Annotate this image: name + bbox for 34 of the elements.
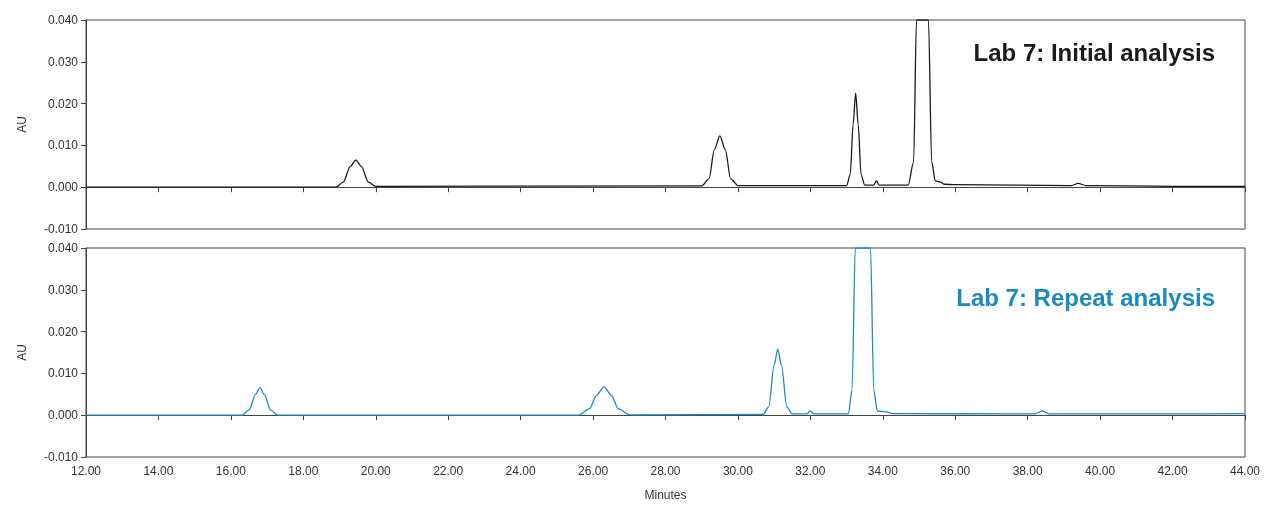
text: Lab 7: Initial analysis: [973, 38, 1215, 66]
text: Lab 7: Repeat analysis: [956, 283, 1216, 311]
x-tick-label: 34.00: [867, 464, 899, 478]
x-tick-label: 24.00: [505, 464, 536, 478]
x-tick-label: 18.00: [288, 464, 319, 478]
y-tick-label: 0.010: [47, 138, 79, 153]
x-tick-label: 42.00: [1157, 464, 1188, 478]
x-tick-label: 28.00: [650, 464, 681, 478]
x-tick-label: 16.00: [215, 464, 247, 478]
y-tick-label: -0.010: [43, 450, 79, 464]
x-tick-label: 32.00: [795, 464, 826, 478]
x-tick-label: 38.00: [1012, 464, 1044, 478]
y-tick-label: 0.040: [47, 241, 79, 255]
x-tick-label: 44.00: [1229, 464, 1261, 478]
y-tick-label: 0.020: [47, 96, 79, 111]
y-axis-title: AU: [15, 116, 29, 133]
y-tick-label: 0.030: [47, 54, 79, 69]
y-tick-label: -0.010: [43, 222, 79, 236]
y-tick-label: 0.020: [47, 324, 79, 339]
y-tick-label: 0.000: [47, 408, 79, 423]
y-tick-label: 0.010: [47, 366, 79, 381]
x-tick-label: 12.00: [70, 464, 102, 478]
y-axis-title: AU: [15, 344, 29, 361]
y-tick-label: 0.030: [47, 282, 79, 297]
y-tick-label: 0.040: [47, 13, 79, 27]
x-tick-label: 26.00: [578, 464, 609, 478]
x-tick-label: 20.00: [360, 464, 392, 478]
x-tick-label: 40.00: [1085, 464, 1116, 478]
x-tick-label: 22.00: [433, 464, 464, 478]
x-tick-label: 14.00: [143, 464, 174, 478]
y-tick-label: 0.000: [47, 180, 79, 195]
x-tick-label: 36.00: [940, 464, 971, 478]
x-axis-title: Minutes: [644, 488, 687, 502]
x-tick-label: 30.00: [722, 464, 754, 478]
